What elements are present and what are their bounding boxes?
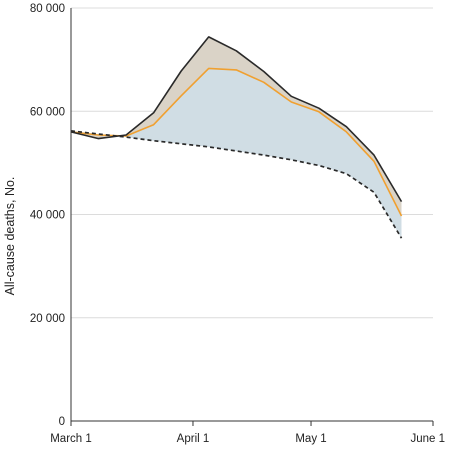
series-line: [70, 67, 403, 217]
axes: [70, 8, 434, 426]
y-tick-label: 80 000: [30, 3, 65, 15]
y-tick-label: 20 000: [30, 313, 65, 325]
x-tick-label: May 1: [295, 433, 326, 445]
y-tick-label: 0: [59, 416, 65, 428]
series-line: [70, 36, 403, 203]
x-tick-label: March 1: [50, 433, 92, 445]
x-tick-labels: March 1 April 1 May 1 June 1: [50, 433, 445, 445]
x-tick-label: June 1: [410, 433, 445, 445]
y-tick-label: 40 000: [30, 210, 65, 222]
x-tick-label: April 1: [177, 433, 210, 445]
series-lines: [70, 36, 403, 239]
y-tick-label: 60 000: [30, 106, 65, 118]
area-fill: [71, 68, 402, 239]
y-tick-labels: 0 20 000 40 000 60 000 80 000: [30, 3, 65, 428]
y-axis-title: All-cause deaths, No.: [3, 177, 17, 296]
